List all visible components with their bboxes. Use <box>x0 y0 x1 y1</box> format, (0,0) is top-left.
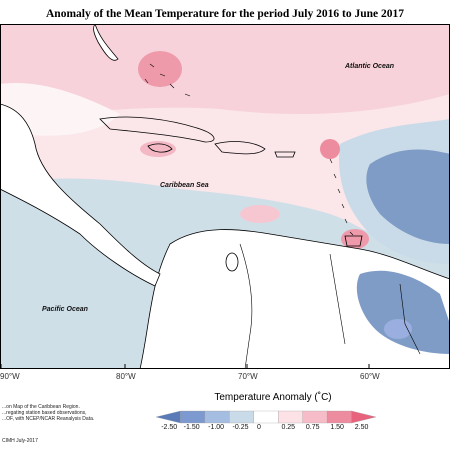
legend-tick-label: 1.50 <box>330 424 344 431</box>
map-footnote: ...on Map of the Caribbean Region. ...re… <box>2 404 152 422</box>
footnote-line-2: ...regating station based observations, <box>2 410 87 416</box>
temperature-anomaly-map <box>0 24 450 369</box>
lon-label-70w: 70°W <box>238 372 258 381</box>
central-america-land <box>0 103 161 287</box>
bahamas-islands <box>144 63 191 97</box>
legend-title: Temperature Anomaly (˚C) <box>214 392 332 403</box>
pacific-ocean-label: Pacific Ocean <box>42 306 88 313</box>
neutral-region-west <box>0 83 120 136</box>
footnote-line-1: ...on Map of the Caribbean Region. <box>2 404 80 410</box>
legend-swatch-8 <box>351 410 377 424</box>
lon-label-60w: 60°W <box>360 372 380 381</box>
longitude-ticks <box>0 364 370 369</box>
jamaica-outline <box>147 143 173 153</box>
legend-tick-label: 0.25 <box>281 424 296 431</box>
legend-swatch-6 <box>302 410 328 424</box>
warm-region-north <box>0 24 450 119</box>
south-america-land <box>139 229 450 369</box>
lon-label-90w: 90°W <box>0 372 20 381</box>
puerto-rico-outline <box>274 151 296 158</box>
south-america-borders <box>239 243 421 369</box>
cuba-outline <box>99 116 215 143</box>
warm-pocket-antilles <box>320 139 340 159</box>
legend-tick-label: 0.75 <box>305 424 320 431</box>
legend-tick-label: -0.25 <box>232 424 249 431</box>
warm-pocket-trinidad <box>341 229 369 249</box>
legend-swatch-0 <box>156 410 181 424</box>
legend-swatch-2 <box>204 410 230 424</box>
trinidad-outline <box>344 235 363 247</box>
florida-outline <box>93 24 119 61</box>
atlantic-ocean-label: Atlantic Ocean <box>345 63 395 70</box>
map-title: Anomaly of the Mean Temperature for the … <box>46 8 404 20</box>
warm-pocket-bahamas <box>138 51 182 87</box>
caribbean-sea-label: Caribbean Sea <box>160 182 209 189</box>
lake-maracaibo <box>225 252 239 272</box>
legend-swatch-3 <box>229 410 254 424</box>
legend-tick-label: -1.50 <box>183 424 200 431</box>
legend-swatch-1 <box>180 410 206 424</box>
legend-tick-label: -2.50 <box>161 424 178 431</box>
lesser-antilles <box>329 158 354 236</box>
footnote-line-3: ...OF, with NCEP/NCAR Reanalysis Data. <box>2 416 95 422</box>
hispaniola-outline <box>214 141 266 155</box>
legend-swatch-4 <box>253 410 279 424</box>
lon-label-80w: 80°W <box>116 372 136 381</box>
legend-tick-label: 0 <box>257 424 261 431</box>
legend-tick-label: 2.50 <box>354 424 369 431</box>
credit-text: CIMH July-2017 <box>2 438 38 444</box>
legend-tick-label: -1.00 <box>208 424 225 431</box>
legend-swatch-5 <box>278 410 303 424</box>
legend-swatch-7 <box>326 410 352 424</box>
cold-region-atlantic <box>366 149 450 244</box>
color-scale-bar <box>156 410 377 424</box>
warm-pocket-jamaica <box>140 141 176 157</box>
warm-pocket-venezuela-coast <box>240 205 280 223</box>
